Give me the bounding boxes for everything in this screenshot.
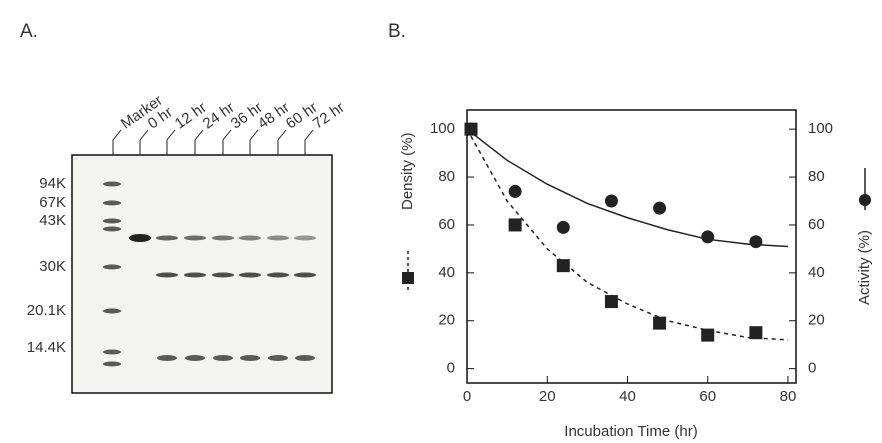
data-point xyxy=(464,122,478,136)
fit-curve xyxy=(466,128,789,341)
mw-label: 30K xyxy=(39,258,66,275)
gel-band xyxy=(156,272,178,278)
lane-bracket xyxy=(139,129,149,155)
data-point xyxy=(701,230,715,244)
lane-bracket xyxy=(249,129,259,155)
gel-band xyxy=(103,361,121,367)
data-point xyxy=(604,295,618,309)
y2-tick-label: 40 xyxy=(808,264,825,281)
x-tick-label: 0 xyxy=(463,388,471,405)
panel-label: A. xyxy=(20,21,38,42)
gel-band xyxy=(213,355,233,361)
gel-band xyxy=(294,272,316,278)
y2-tick-label: 20 xyxy=(808,312,825,329)
data-point xyxy=(653,201,667,215)
gel-band xyxy=(212,235,234,241)
y2-tick-label: 0 xyxy=(808,360,816,377)
y-tick-label: 100 xyxy=(430,120,455,137)
gel-band xyxy=(184,272,206,278)
gel-band xyxy=(129,234,151,242)
gel-band xyxy=(294,235,316,241)
lane-bracket xyxy=(112,129,122,155)
mw-label: 20.1K xyxy=(27,302,66,319)
y2-tick-label: 80 xyxy=(808,168,825,185)
gel-band xyxy=(103,349,121,355)
y-axis-label: Density (%) xyxy=(399,132,416,210)
lane-bracket xyxy=(194,129,204,155)
y2-tick-label: 60 xyxy=(808,216,825,233)
gel-band xyxy=(103,181,121,187)
gel-band xyxy=(239,235,261,241)
x-tick-label: 60 xyxy=(699,388,716,405)
gel-band xyxy=(239,272,261,278)
y-tick-label: 40 xyxy=(438,264,455,281)
data-point xyxy=(604,194,618,208)
gel-band xyxy=(103,200,121,206)
gel-band xyxy=(295,355,315,361)
y-axis-title: Density (%) xyxy=(399,132,416,290)
fit-curve xyxy=(466,128,789,248)
y2-axis-label: Activity (%) xyxy=(856,230,873,305)
lane-bracket xyxy=(222,129,232,155)
gel-band xyxy=(103,264,121,270)
y-tick-label: 60 xyxy=(438,216,455,233)
data-point xyxy=(508,184,522,198)
x-tick-label: 20 xyxy=(539,388,556,405)
gel-band xyxy=(184,235,206,241)
data-point xyxy=(653,316,667,330)
gel-band xyxy=(103,226,121,232)
lane-bracket xyxy=(277,129,287,155)
data-point xyxy=(556,220,570,234)
y-tick-label: 20 xyxy=(438,312,455,329)
y2-tick-label: 100 xyxy=(808,120,833,137)
gel-band xyxy=(268,355,288,361)
mw-label: 67K xyxy=(39,194,66,211)
lane-label: 72 hr xyxy=(310,99,348,133)
y-tick-label: 0 xyxy=(447,360,455,377)
gel-band xyxy=(267,235,289,241)
gel-band xyxy=(156,235,178,241)
y2-axis-title: Activity (%) xyxy=(856,168,873,305)
y-tick-label: 80 xyxy=(438,168,455,185)
legend-marker xyxy=(402,272,414,284)
lane-bracket xyxy=(304,129,314,155)
mw-label: 94K xyxy=(39,175,66,192)
mw-label: 43K xyxy=(39,212,66,229)
gel-band xyxy=(157,355,177,361)
x-tick-label: 40 xyxy=(619,388,636,405)
gel-band xyxy=(267,272,289,278)
data-point xyxy=(749,235,763,249)
x-tick-label: 80 xyxy=(780,388,797,405)
data-point xyxy=(749,326,763,340)
gel-band xyxy=(212,272,234,278)
legend-marker xyxy=(859,194,871,206)
gel-band xyxy=(185,355,205,361)
gel-band xyxy=(103,308,121,314)
x-axis-label: Incubation Time (hr) xyxy=(564,423,697,440)
data-point xyxy=(701,328,715,342)
mw-label: 14.4K xyxy=(27,339,66,356)
data-point xyxy=(508,218,522,232)
gel-band xyxy=(103,218,121,224)
data-point xyxy=(556,259,570,273)
lane-bracket xyxy=(166,129,176,155)
gel-band xyxy=(240,355,260,361)
plot-frame xyxy=(466,109,797,384)
panel-label: B. xyxy=(388,21,406,42)
